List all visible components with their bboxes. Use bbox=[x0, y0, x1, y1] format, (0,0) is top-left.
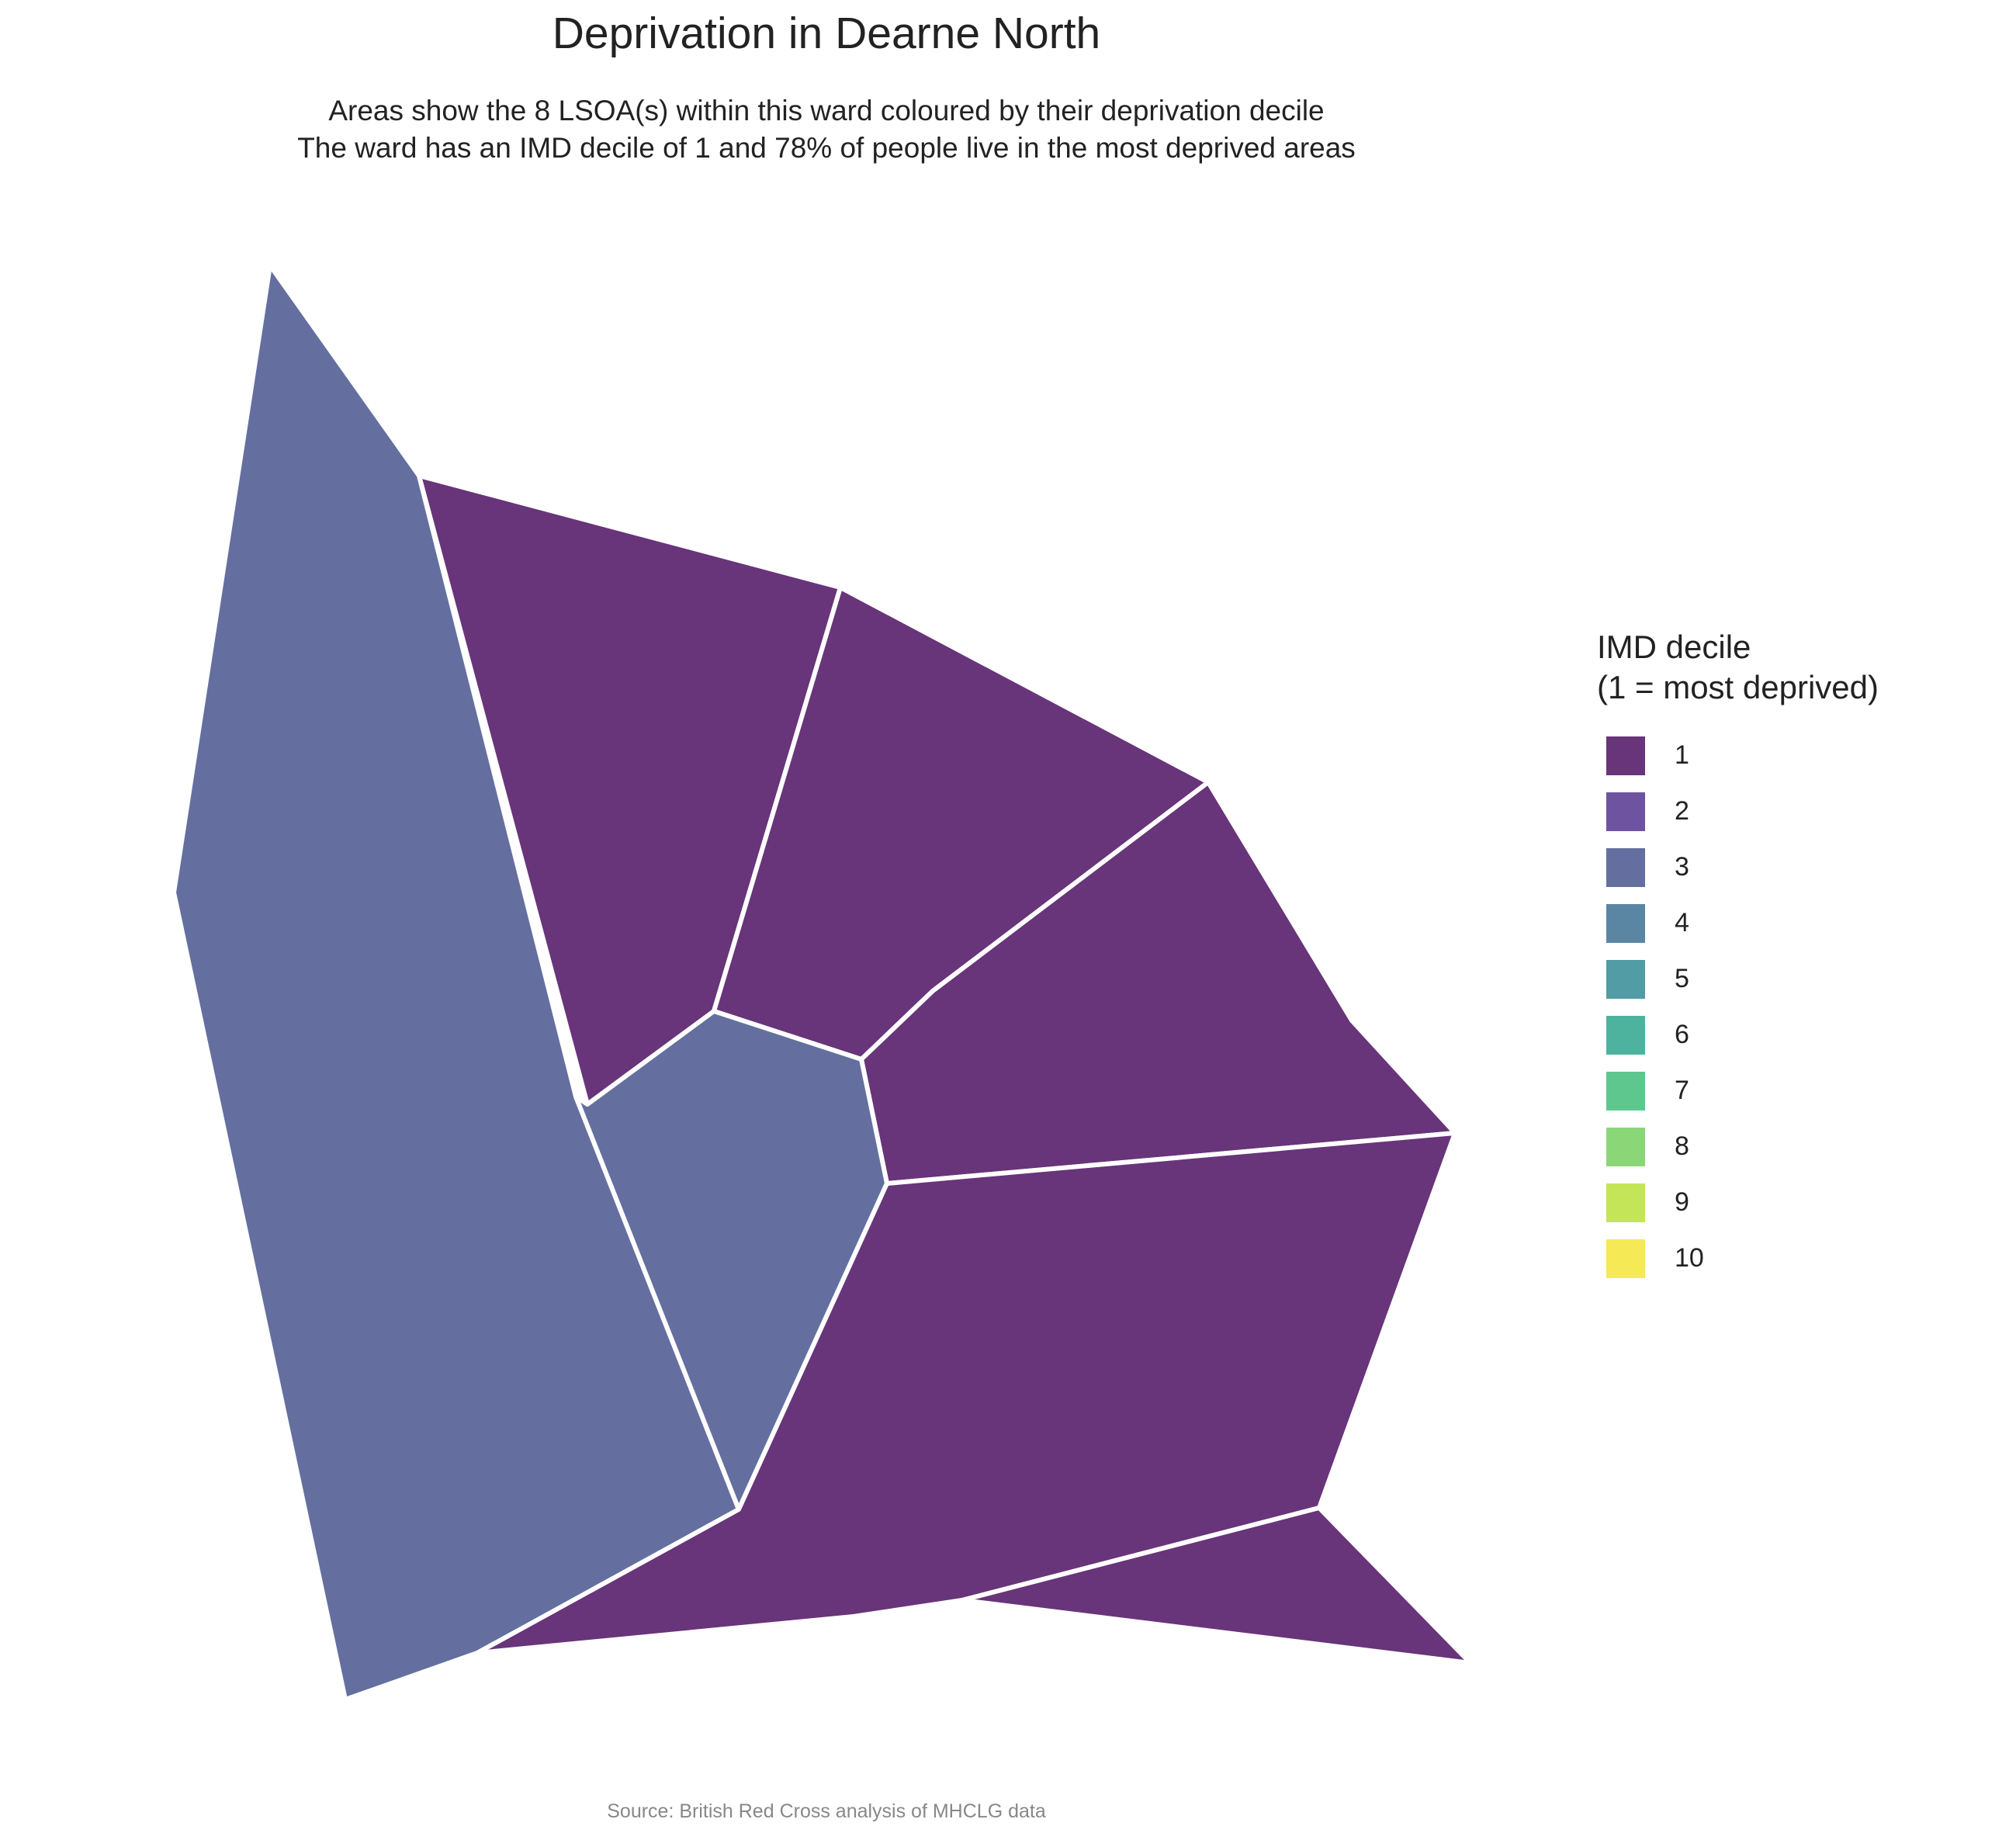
legend-label: 8 bbox=[1675, 1131, 1689, 1161]
legend-title-line-1: IMD decile bbox=[1597, 629, 1751, 665]
legend-swatch bbox=[1606, 960, 1645, 999]
lsoa-south-east-tip[interactable] bbox=[960, 1506, 1473, 1665]
legend-key-8: 8 bbox=[1597, 1124, 1830, 1170]
map-subtitle-line-2: The ward has an IMD decile of 1 and 78% … bbox=[297, 132, 1356, 164]
legend-swatch bbox=[1606, 1183, 1645, 1222]
legend-swatch bbox=[1606, 1239, 1645, 1278]
legend-key-3: 3 bbox=[1597, 844, 1830, 891]
legend-label: 4 bbox=[1675, 908, 1689, 937]
legend-swatch bbox=[1606, 904, 1645, 943]
legend-label: 9 bbox=[1675, 1187, 1689, 1217]
legend-label: 2 bbox=[1675, 796, 1689, 826]
legend-key-6: 6 bbox=[1597, 1012, 1830, 1059]
legend-label: 3 bbox=[1675, 852, 1689, 882]
legend-swatch bbox=[1606, 1128, 1645, 1166]
map-subtitle-line-1: Areas show the 8 LSOA(s) within this war… bbox=[328, 95, 1325, 126]
legend-label: 1 bbox=[1675, 740, 1689, 770]
legend-swatch bbox=[1606, 848, 1645, 887]
legend-title-line-2: (1 = most deprived) bbox=[1597, 669, 1879, 705]
legend-label: 7 bbox=[1675, 1076, 1689, 1105]
legend-key-4: 4 bbox=[1597, 900, 1830, 947]
source-caption: Source: British Red Cross analysis of MH… bbox=[607, 1800, 1046, 1822]
legend-swatch bbox=[1606, 1072, 1645, 1111]
legend-swatch bbox=[1606, 1016, 1645, 1055]
legend-key-2: 2 bbox=[1597, 788, 1830, 835]
legend-key-9: 9 bbox=[1597, 1180, 1830, 1226]
lsoa-south[interactable] bbox=[475, 1131, 1457, 1655]
legend-swatch bbox=[1606, 736, 1645, 775]
legend-label: 10 bbox=[1675, 1243, 1704, 1273]
legend-label: 5 bbox=[1675, 964, 1689, 993]
legend-key-1: 1 bbox=[1597, 733, 1830, 779]
legend-swatch bbox=[1606, 792, 1645, 831]
legend-key-7: 7 bbox=[1597, 1068, 1830, 1114]
legend-key-5: 5 bbox=[1597, 956, 1830, 1003]
map-title: Deprivation in Dearne North bbox=[552, 9, 1101, 58]
legend-label: 6 bbox=[1675, 1020, 1689, 1049]
legend-key-10: 10 bbox=[1597, 1235, 1830, 1282]
legend: IMD decile (1 = most deprived) 1 2 3 4 5 6 7 8 9… bbox=[1597, 627, 1938, 1278]
